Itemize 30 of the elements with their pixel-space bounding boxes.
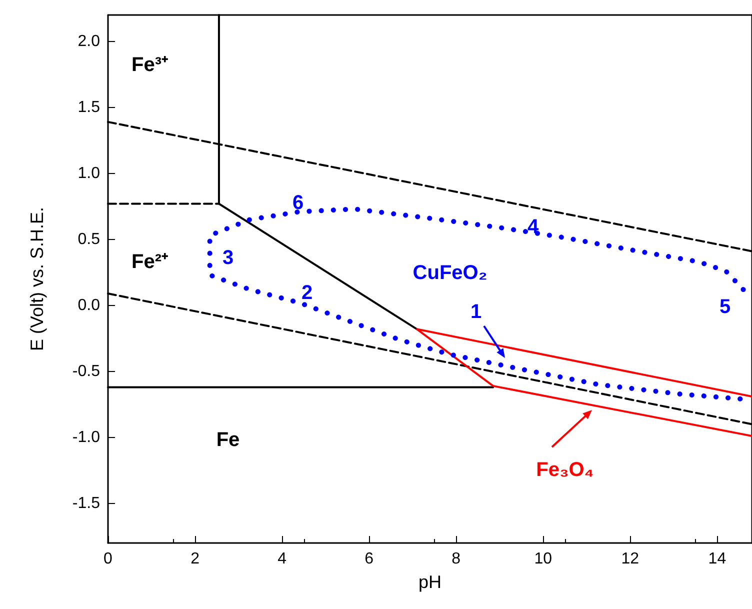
annotation: Fe bbox=[216, 429, 240, 451]
y-tick-label: -1.5 bbox=[72, 494, 100, 512]
annotation: 1 bbox=[470, 301, 482, 323]
annotation: CuFeO₂ bbox=[412, 262, 488, 284]
annotation: 5 bbox=[719, 296, 731, 318]
annotation: 6 bbox=[292, 192, 304, 214]
annotation: Fe₃O₄ bbox=[536, 459, 594, 481]
x-tick-label: 8 bbox=[452, 550, 461, 568]
x-tick-label: 6 bbox=[364, 550, 374, 568]
line-series bbox=[416, 328, 752, 438]
annotation: 3 bbox=[222, 247, 234, 269]
annotation: Fe²⁺ bbox=[132, 251, 168, 273]
x-tick-label: 0 bbox=[104, 550, 113, 568]
x-tick-label: 10 bbox=[534, 550, 552, 568]
x-tick-label: 2 bbox=[190, 550, 200, 568]
y-axis-title: E (Volt) vs. S.H.E. bbox=[27, 206, 47, 352]
y-tick-label: 1.0 bbox=[78, 164, 100, 182]
annotation: Fe³⁺ bbox=[132, 54, 168, 76]
x-tick-label: 14 bbox=[708, 550, 726, 568]
annotation: 4 bbox=[527, 216, 540, 238]
y-tick-label: -0.5 bbox=[72, 362, 100, 380]
x-tick-label: 4 bbox=[278, 550, 287, 568]
y-tick-label: 1.5 bbox=[78, 98, 100, 116]
x-axis-title: pH bbox=[418, 572, 442, 592]
y-tick-label: 2.0 bbox=[78, 32, 100, 50]
y-tick-label: 0.5 bbox=[78, 230, 100, 248]
y-tick-label: -1.0 bbox=[72, 428, 100, 446]
annotation: 2 bbox=[301, 282, 313, 304]
x-tick-label: 12 bbox=[621, 550, 640, 568]
y-tick-label: 0.0 bbox=[78, 296, 100, 314]
